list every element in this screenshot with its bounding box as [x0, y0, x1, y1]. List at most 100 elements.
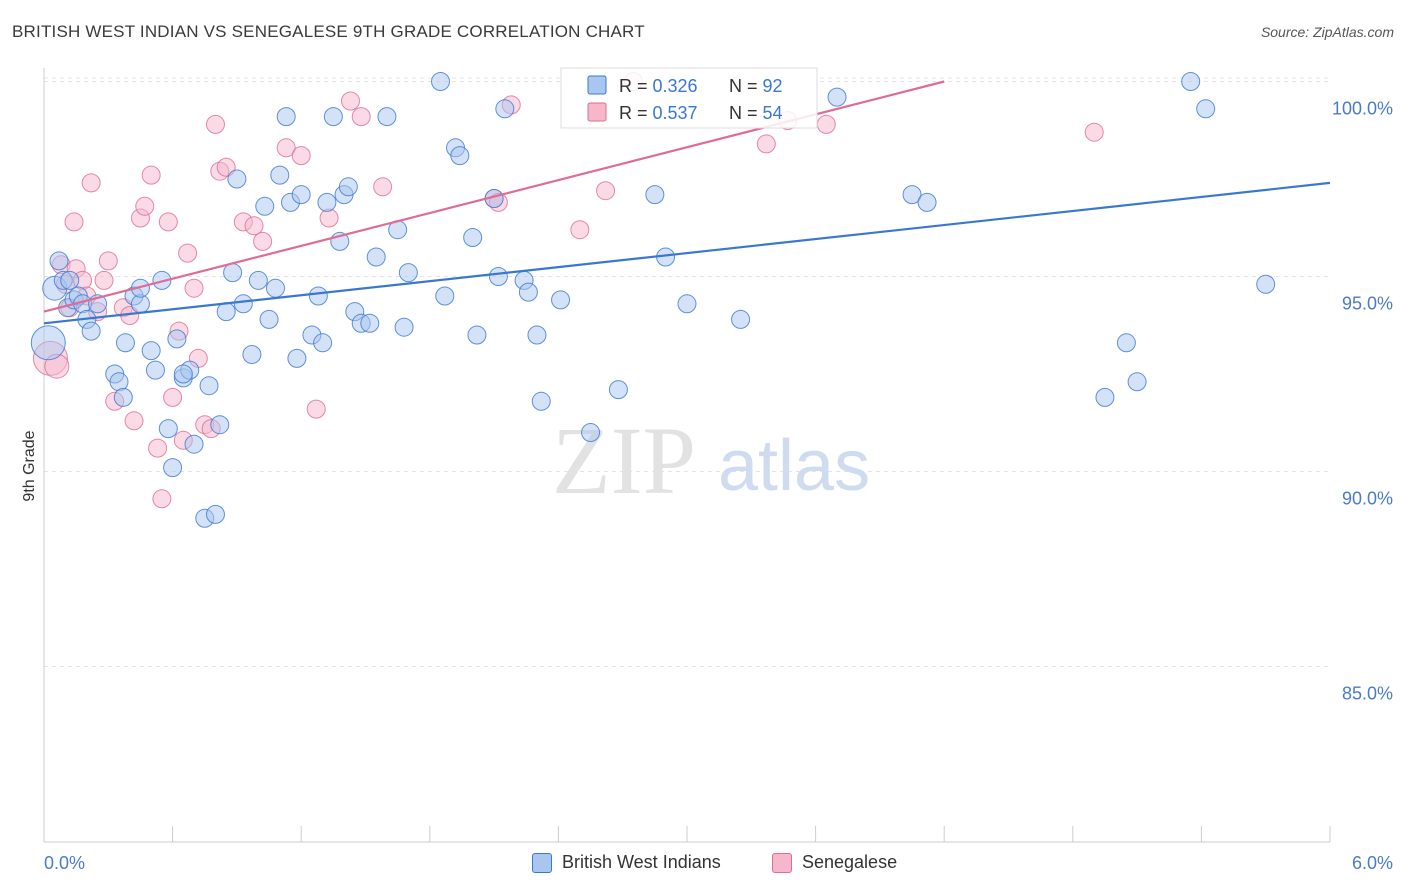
watermark-atlas: atlas	[718, 426, 870, 506]
point-british-west-indians	[1196, 99, 1216, 119]
point-senegalese	[205, 114, 225, 134]
point-british-west-indians	[902, 185, 922, 205]
point-british-west-indians	[518, 282, 538, 302]
point-british-west-indians	[827, 87, 847, 107]
x-tick-label-min: 0.0%	[44, 853, 85, 873]
legend-swatch-pink	[587, 102, 607, 122]
point-senegalese	[184, 278, 204, 298]
point-british-west-indians	[173, 364, 193, 384]
svg-text:R = 0.537: R = 0.537	[619, 103, 698, 123]
legend-swatch-british-west-indians	[532, 852, 552, 873]
grid-lines	[44, 77, 1330, 667]
point-british-west-indians	[398, 263, 418, 283]
point-british-west-indians	[338, 177, 358, 197]
point-british-west-indians	[323, 107, 343, 127]
point-british-west-indians	[581, 423, 601, 442]
y-tick-label: 100.0%	[1332, 99, 1393, 119]
point-british-west-indians	[450, 146, 470, 166]
y-tick-label: 90.0%	[1342, 489, 1393, 509]
watermark: ZIP atlas	[552, 407, 870, 514]
point-senegalese	[306, 399, 326, 419]
point-british-west-indians	[113, 387, 133, 407]
point-british-west-indians	[1116, 333, 1136, 353]
point-senegalese	[94, 270, 114, 290]
point-british-west-indians	[1181, 72, 1201, 91]
point-british-west-indians	[917, 192, 937, 212]
point-british-west-indians	[259, 309, 279, 329]
legend-item-senegalese[interactable]: Senegalese	[772, 852, 897, 873]
point-british-west-indians	[360, 313, 380, 333]
x-tick-label-max: 6.0%	[1352, 853, 1393, 873]
point-british-west-indians	[1127, 372, 1147, 392]
stats-legend: R = 0.326 N = 92 R = 0.537 N = 54	[560, 67, 818, 129]
point-senegalese	[596, 181, 616, 201]
axes	[43, 68, 1331, 843]
point-british-west-indians	[233, 294, 253, 314]
series-british-west-indians-points	[30, 72, 1276, 528]
point-british-west-indians	[677, 294, 697, 314]
point-british-west-indians	[366, 247, 386, 267]
point-british-west-indians	[163, 458, 183, 478]
point-british-west-indians	[227, 169, 247, 189]
svg-text:N = 92: N = 92	[729, 76, 783, 96]
legend-r-value-2: 0.537	[653, 103, 698, 123]
source-label: Source: ZipAtlas.com	[1260, 24, 1394, 40]
point-british-west-indians	[435, 286, 455, 306]
point-senegalese	[244, 216, 264, 236]
point-british-west-indians	[167, 329, 187, 349]
point-senegalese	[158, 212, 178, 232]
x-tick-labels: 0.0% 6.0%	[44, 853, 1393, 873]
point-british-west-indians	[463, 228, 483, 247]
svg-text:N = 54: N = 54	[729, 103, 783, 123]
point-british-west-indians	[270, 165, 290, 185]
point-british-west-indians	[731, 309, 751, 329]
point-british-west-indians	[265, 278, 285, 298]
point-senegalese	[64, 212, 84, 232]
point-senegalese	[756, 134, 776, 154]
point-british-west-indians	[645, 185, 665, 205]
point-british-west-indians	[551, 290, 571, 310]
legend-swatch-senegalese	[772, 852, 792, 873]
point-british-west-indians	[49, 251, 69, 271]
y-tick-labels: 85.0% 90.0% 95.0% 100.0%	[1332, 99, 1393, 704]
point-british-west-indians	[291, 185, 311, 205]
point-senegalese	[319, 208, 339, 228]
point-british-west-indians	[287, 348, 307, 368]
point-senegalese	[291, 146, 311, 166]
point-british-west-indians	[184, 434, 204, 454]
legend-n-value-1: 92	[763, 76, 783, 96]
point-british-west-indians	[205, 504, 225, 524]
point-british-west-indians	[248, 270, 268, 290]
watermark-zip: ZIP	[552, 407, 696, 514]
legend-n-label-1: N =	[729, 76, 763, 96]
legend-r-label-1: R =	[619, 76, 653, 96]
legend-item-british-west-indians[interactable]: British West Indians	[532, 852, 721, 873]
point-senegalese	[98, 251, 118, 271]
point-senegalese	[135, 196, 155, 216]
trend-line-british-west-indians	[43, 181, 1331, 325]
point-british-west-indians	[115, 333, 135, 353]
legend-r-value-1: 0.326	[653, 76, 698, 96]
point-senegalese	[163, 387, 183, 407]
point-senegalese	[1084, 122, 1104, 142]
point-senegalese	[276, 138, 296, 158]
point-british-west-indians	[141, 341, 161, 361]
point-british-west-indians	[308, 286, 328, 306]
point-british-west-indians	[145, 360, 165, 380]
point-senegalese	[253, 231, 273, 251]
legend-label-senegalese: Senegalese	[802, 852, 898, 872]
point-british-west-indians	[276, 107, 296, 127]
point-british-west-indians	[377, 107, 397, 127]
svg-text:R = 0.326: R = 0.326	[619, 76, 698, 96]
point-british-west-indians	[1256, 274, 1276, 294]
y-tick-label: 85.0%	[1342, 684, 1393, 704]
point-british-west-indians	[109, 372, 129, 392]
point-senegalese	[340, 91, 360, 111]
point-british-west-indians	[488, 267, 508, 286]
point-british-west-indians	[199, 376, 219, 396]
point-british-west-indians	[210, 415, 230, 435]
y-axis-label: 9th Grade	[21, 430, 38, 501]
point-senegalese	[178, 243, 198, 263]
point-british-west-indians	[242, 345, 262, 364]
